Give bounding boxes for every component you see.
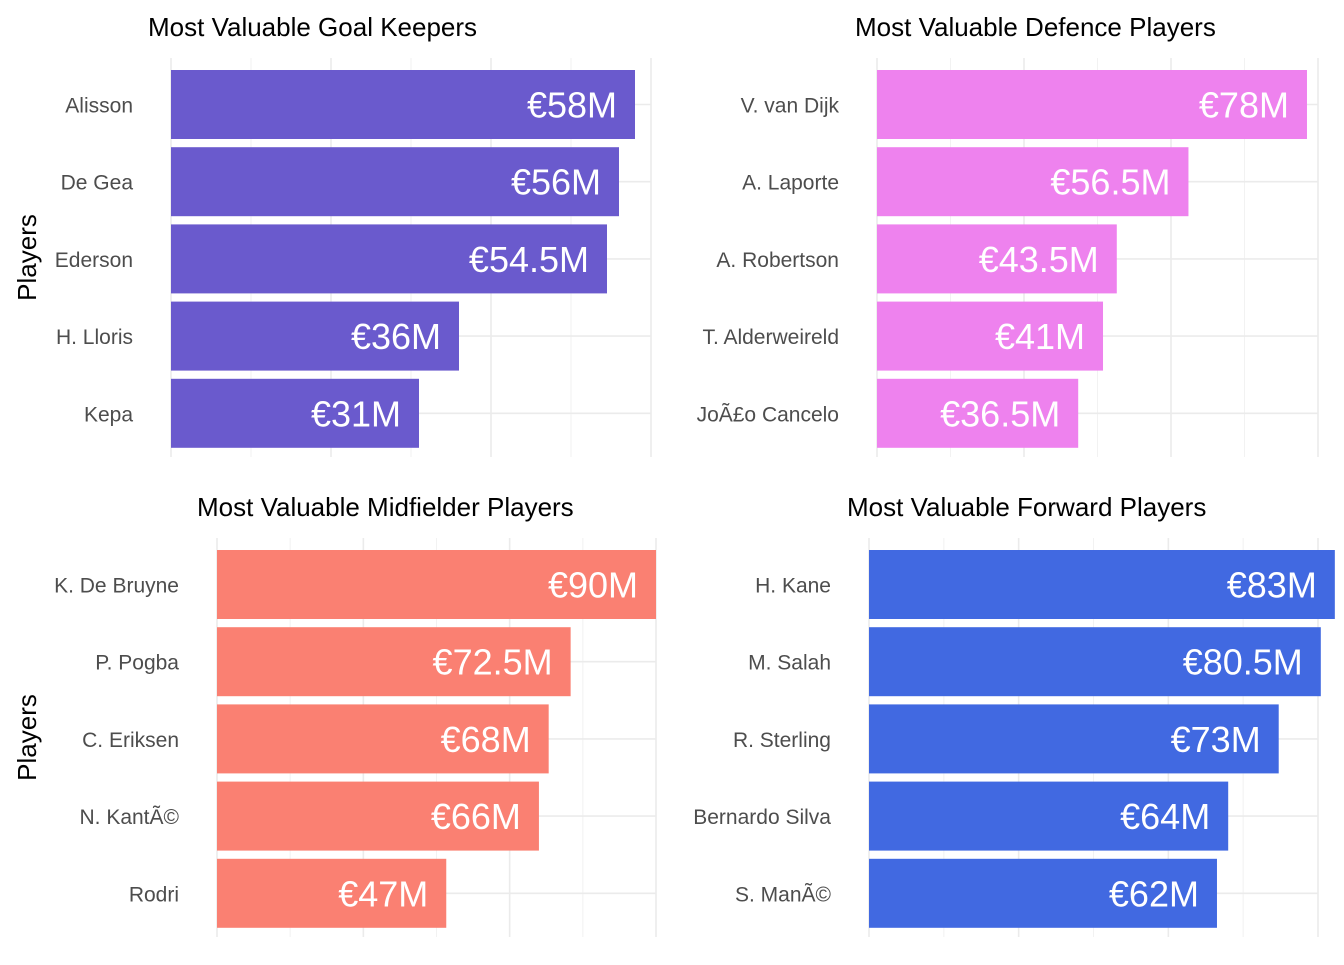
y-tick-label: P. Pogba	[95, 652, 179, 675]
y-tick-label: M. Salah	[748, 652, 831, 675]
bar	[171, 70, 635, 139]
bar-value-label: €41M	[995, 316, 1085, 357]
panel-title: Most Valuable Goal Keepers	[148, 12, 477, 42]
bar	[877, 70, 1307, 139]
bar-value-label: €36.5M	[940, 393, 1060, 434]
y-tick-label: JoÃ£o Cancelo	[697, 402, 839, 426]
bar	[877, 378, 1079, 448]
bar	[217, 704, 549, 774]
bar	[869, 704, 1279, 774]
bar	[217, 858, 447, 928]
y-axis-title: Players	[12, 214, 42, 301]
y-tick-label: Bernardo Silva	[693, 806, 831, 829]
y-tick-label: A. Robertson	[716, 249, 839, 272]
bar	[869, 858, 1217, 928]
y-tick-label: C. Eriksen	[82, 729, 179, 752]
bar-value-label: €58M	[527, 85, 617, 126]
y-axis-title: Players	[12, 694, 42, 781]
y-tick-label: K. De Bruyne	[54, 575, 179, 598]
panel-4: €83M H. Kane €80.5M M. Salah €73M R. Sterling…	[693, 492, 1335, 937]
bar	[217, 627, 571, 697]
bar	[171, 224, 607, 294]
y-tick-label: Alisson	[65, 95, 133, 118]
bar-value-label: €56M	[511, 162, 601, 203]
y-tick-label: Ederson	[55, 249, 133, 272]
y-tick-label: R. Sterling	[733, 729, 831, 752]
panel-title: Most Valuable Defence Players	[855, 12, 1216, 42]
bar	[877, 224, 1117, 294]
y-tick-label: N. KantÃ©	[79, 805, 179, 829]
bar-value-label: €62M	[1109, 873, 1199, 914]
y-tick-label: S. ManÃ©	[735, 882, 832, 906]
bar	[877, 301, 1104, 371]
bar	[877, 147, 1189, 217]
y-tick-label: Kepa	[84, 403, 133, 426]
y-tick-label: Rodri	[129, 883, 179, 906]
bar-value-label: €64M	[1120, 796, 1210, 837]
bar	[869, 627, 1321, 697]
bar-value-label: €66M	[431, 796, 521, 837]
bar-value-label: €31M	[311, 393, 401, 434]
bar	[869, 550, 1335, 619]
y-tick-label: H. Kane	[755, 575, 831, 598]
bar-value-label: €73M	[1171, 719, 1261, 760]
bar	[171, 147, 619, 217]
bar-value-label: €43.5M	[979, 239, 1099, 280]
panel-3: €90M K. De Bruyne €72.5M P. Pogba €68M C. Eri…	[12, 492, 657, 937]
y-tick-label: V. van Dijk	[741, 95, 840, 118]
bar-value-label: €56.5M	[1050, 162, 1170, 203]
bar-value-label: €80.5M	[1183, 642, 1303, 683]
bar-value-label: €54.5M	[469, 239, 589, 280]
bar-value-label: €68M	[441, 719, 531, 760]
bar-value-label: €72.5M	[433, 642, 553, 683]
bar	[171, 378, 419, 448]
bar	[217, 550, 656, 619]
panel-1: €58M Alisson €56M De Gea €54.5M Ederson €36M H.…	[12, 12, 652, 457]
bar	[869, 781, 1229, 851]
y-tick-label: De Gea	[61, 172, 134, 195]
y-tick-label: T. Alderweireld	[702, 326, 839, 349]
panel-2: €78M V. van Dijk €56.5M A. Laporte €43.5M A. …	[697, 12, 1319, 457]
y-tick-label: A. Laporte	[742, 172, 839, 195]
bar-value-label: €90M	[548, 565, 638, 606]
panel-title: Most Valuable Forward Players	[847, 492, 1206, 522]
bar-value-label: €78M	[1199, 85, 1289, 126]
panel-title: Most Valuable Midfielder Players	[197, 492, 574, 522]
bar	[171, 301, 459, 371]
bar-value-label: €83M	[1227, 565, 1317, 606]
bar	[217, 781, 539, 851]
y-tick-label: H. Lloris	[56, 326, 133, 349]
bar-value-label: €47M	[338, 873, 428, 914]
bar-value-label: €36M	[351, 316, 441, 357]
